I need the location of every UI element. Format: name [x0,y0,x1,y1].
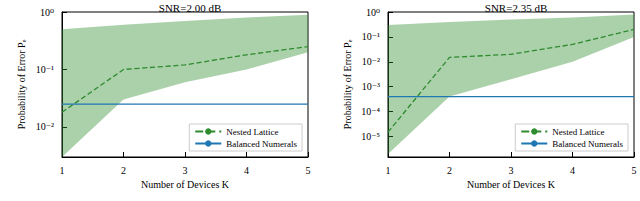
svg-text:3: 3 [509,165,514,176]
svg-text:Balanced Numerals: Balanced Numerals [552,139,623,149]
svg-text:10⁻¹: 10⁻¹ [36,64,54,75]
svg-text:SNR=2.35 dB: SNR=2.35 dB [485,2,547,14]
svg-text:10⁻²: 10⁻² [36,121,54,132]
svg-text:Nested Lattice: Nested Lattice [552,127,604,137]
svg-text:SNR=2.00 dB: SNR=2.00 dB [159,2,221,14]
svg-text:1: 1 [386,165,391,176]
svg-text:10⁰: 10⁰ [366,7,380,18]
svg-text:10⁰: 10⁰ [40,7,54,18]
svg-text:10⁻¹: 10⁻¹ [362,31,380,42]
svg-text:Balanced Numerals: Balanced Numerals [226,139,297,149]
svg-text:5: 5 [632,165,637,176]
svg-text:10⁻³: 10⁻³ [362,81,380,92]
svg-text:10⁻⁵: 10⁻⁵ [361,131,380,142]
svg-text:Nested Lattice: Nested Lattice [226,127,278,137]
svg-text:4: 4 [570,165,575,176]
svg-text:Number of Devices K: Number of Devices K [141,179,230,190]
svg-text:10⁻⁴: 10⁻⁴ [361,106,380,117]
svg-text:5: 5 [306,165,311,176]
svg-text:Probability of Error Pₑ: Probability of Error Pₑ [342,39,353,129]
svg-text:1: 1 [60,165,65,176]
svg-text:3: 3 [183,165,188,176]
svg-text:2: 2 [121,165,126,176]
svg-text:2: 2 [447,165,452,176]
svg-text:Number of Devices K: Number of Devices K [467,179,556,190]
svg-text:4: 4 [244,165,249,176]
svg-text:Probability of Error Pₑ: Probability of Error Pₑ [16,39,27,129]
svg-text:10⁻²: 10⁻² [362,56,380,67]
